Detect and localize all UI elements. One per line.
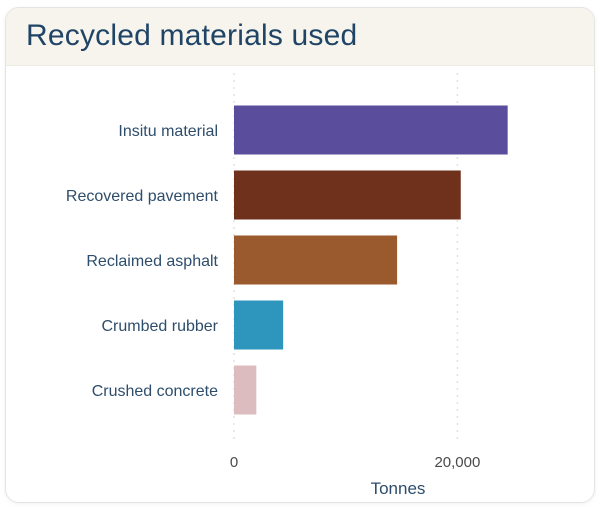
- chart-card: Recycled materials used Insitu material R…: [5, 7, 595, 503]
- category-label: Insitu material: [118, 123, 218, 140]
- x-tick-label: 0: [230, 454, 238, 471]
- bar[interactable]: [234, 235, 398, 285]
- bar[interactable]: [234, 105, 508, 155]
- category-label: Reclaimed asphalt: [86, 253, 218, 270]
- category-label: Recovered pavement: [66, 188, 219, 205]
- bar[interactable]: [234, 365, 257, 415]
- category-label: Crumbed rubber: [102, 318, 219, 335]
- bar[interactable]: [234, 170, 461, 220]
- bar[interactable]: [234, 300, 284, 350]
- bar-layer: [234, 105, 508, 415]
- x-axis-title: Tonnes: [371, 479, 426, 498]
- category-label: Crushed concrete: [92, 383, 218, 400]
- label-layer: Insitu material Recovered pavement Reclaim…: [66, 123, 219, 400]
- chart-title: Recycled materials used: [26, 19, 358, 52]
- bar-chart: Insitu material Recovered pavement Reclaim…: [66, 73, 508, 498]
- x-tick-label: 20,000: [434, 454, 480, 471]
- tick-layer: 0 20,000: [230, 454, 481, 471]
- card-header: Recycled materials used: [6, 8, 594, 66]
